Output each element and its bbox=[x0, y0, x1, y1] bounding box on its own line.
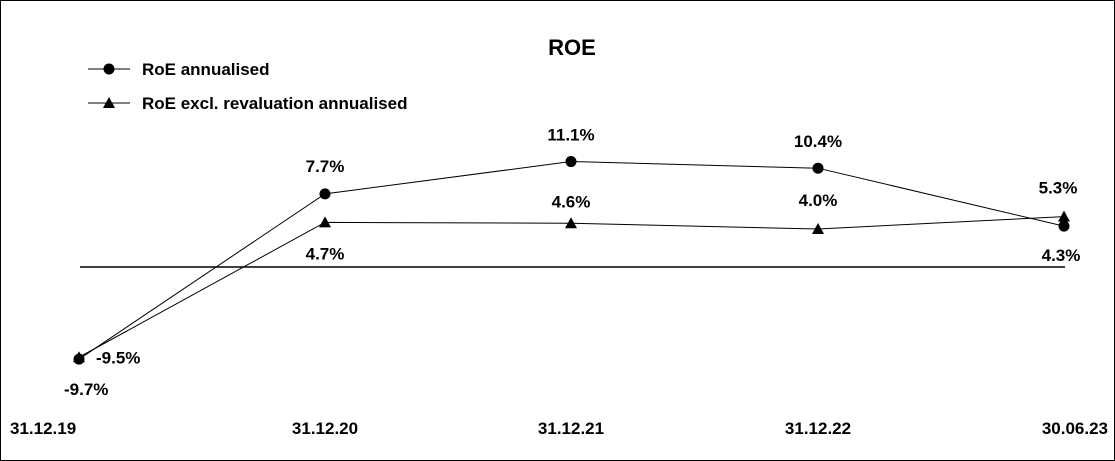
data-point-circle bbox=[565, 156, 577, 168]
data-label: -9.5% bbox=[96, 348, 140, 367]
x-axis-ticks: 31.12.19 31.12.20 31.12.21 31.12.22 30.06.23 bbox=[10, 419, 1108, 438]
data-label: 4.3% bbox=[1042, 246, 1081, 265]
data-label: 10.4% bbox=[794, 132, 842, 151]
data-label: 4.0% bbox=[799, 191, 838, 210]
series-line-0 bbox=[78, 161, 1065, 360]
data-point-triangle bbox=[565, 217, 577, 229]
data-point-circle bbox=[812, 162, 824, 174]
data-label: 7.7% bbox=[306, 157, 345, 176]
data-point-circle bbox=[1058, 220, 1070, 232]
data-label: 4.6% bbox=[552, 192, 591, 211]
data-point-triangle bbox=[812, 223, 824, 234]
legend-item-roe-excl: RoE excl. revaluation annualised bbox=[88, 94, 407, 113]
data-point-triangle bbox=[1058, 210, 1070, 222]
chart-title: ROE bbox=[548, 35, 596, 60]
x-tick-label: 31.12.20 bbox=[292, 419, 358, 438]
data-point-triangle bbox=[319, 216, 331, 228]
x-tick-label: 30.06.23 bbox=[1042, 419, 1108, 438]
data-label: 5.3% bbox=[1039, 179, 1078, 198]
data-point-triangle bbox=[73, 351, 85, 363]
data-point-circle bbox=[319, 188, 331, 200]
series-line-1 bbox=[78, 216, 1065, 358]
x-tick-label: 31.12.19 bbox=[10, 419, 76, 438]
legend-item-roe: RoE annualised bbox=[88, 60, 270, 79]
legend-label-roe-excl: RoE excl. revaluation annualised bbox=[142, 94, 407, 113]
series-layer bbox=[73, 156, 1070, 365]
legend-triangle-marker-icon bbox=[103, 97, 115, 108]
data-label: 11.1% bbox=[547, 126, 594, 145]
legend-label-roe: RoE annualised bbox=[142, 60, 270, 79]
data-label: 4.7% bbox=[306, 244, 345, 263]
x-tick-label: 31.12.21 bbox=[538, 419, 604, 438]
legend: RoE annualised RoE excl. revaluation ann… bbox=[88, 60, 407, 113]
x-tick-label: 31.12.22 bbox=[785, 419, 851, 438]
legend-circle-marker-icon bbox=[103, 63, 115, 75]
data-label: -9.7% bbox=[64, 380, 108, 399]
data-labels: -9.7% 7.7% 11.1% 10.4% 4.3% -9.5% 4.7% 4.6% 4.0%… bbox=[64, 126, 1080, 400]
